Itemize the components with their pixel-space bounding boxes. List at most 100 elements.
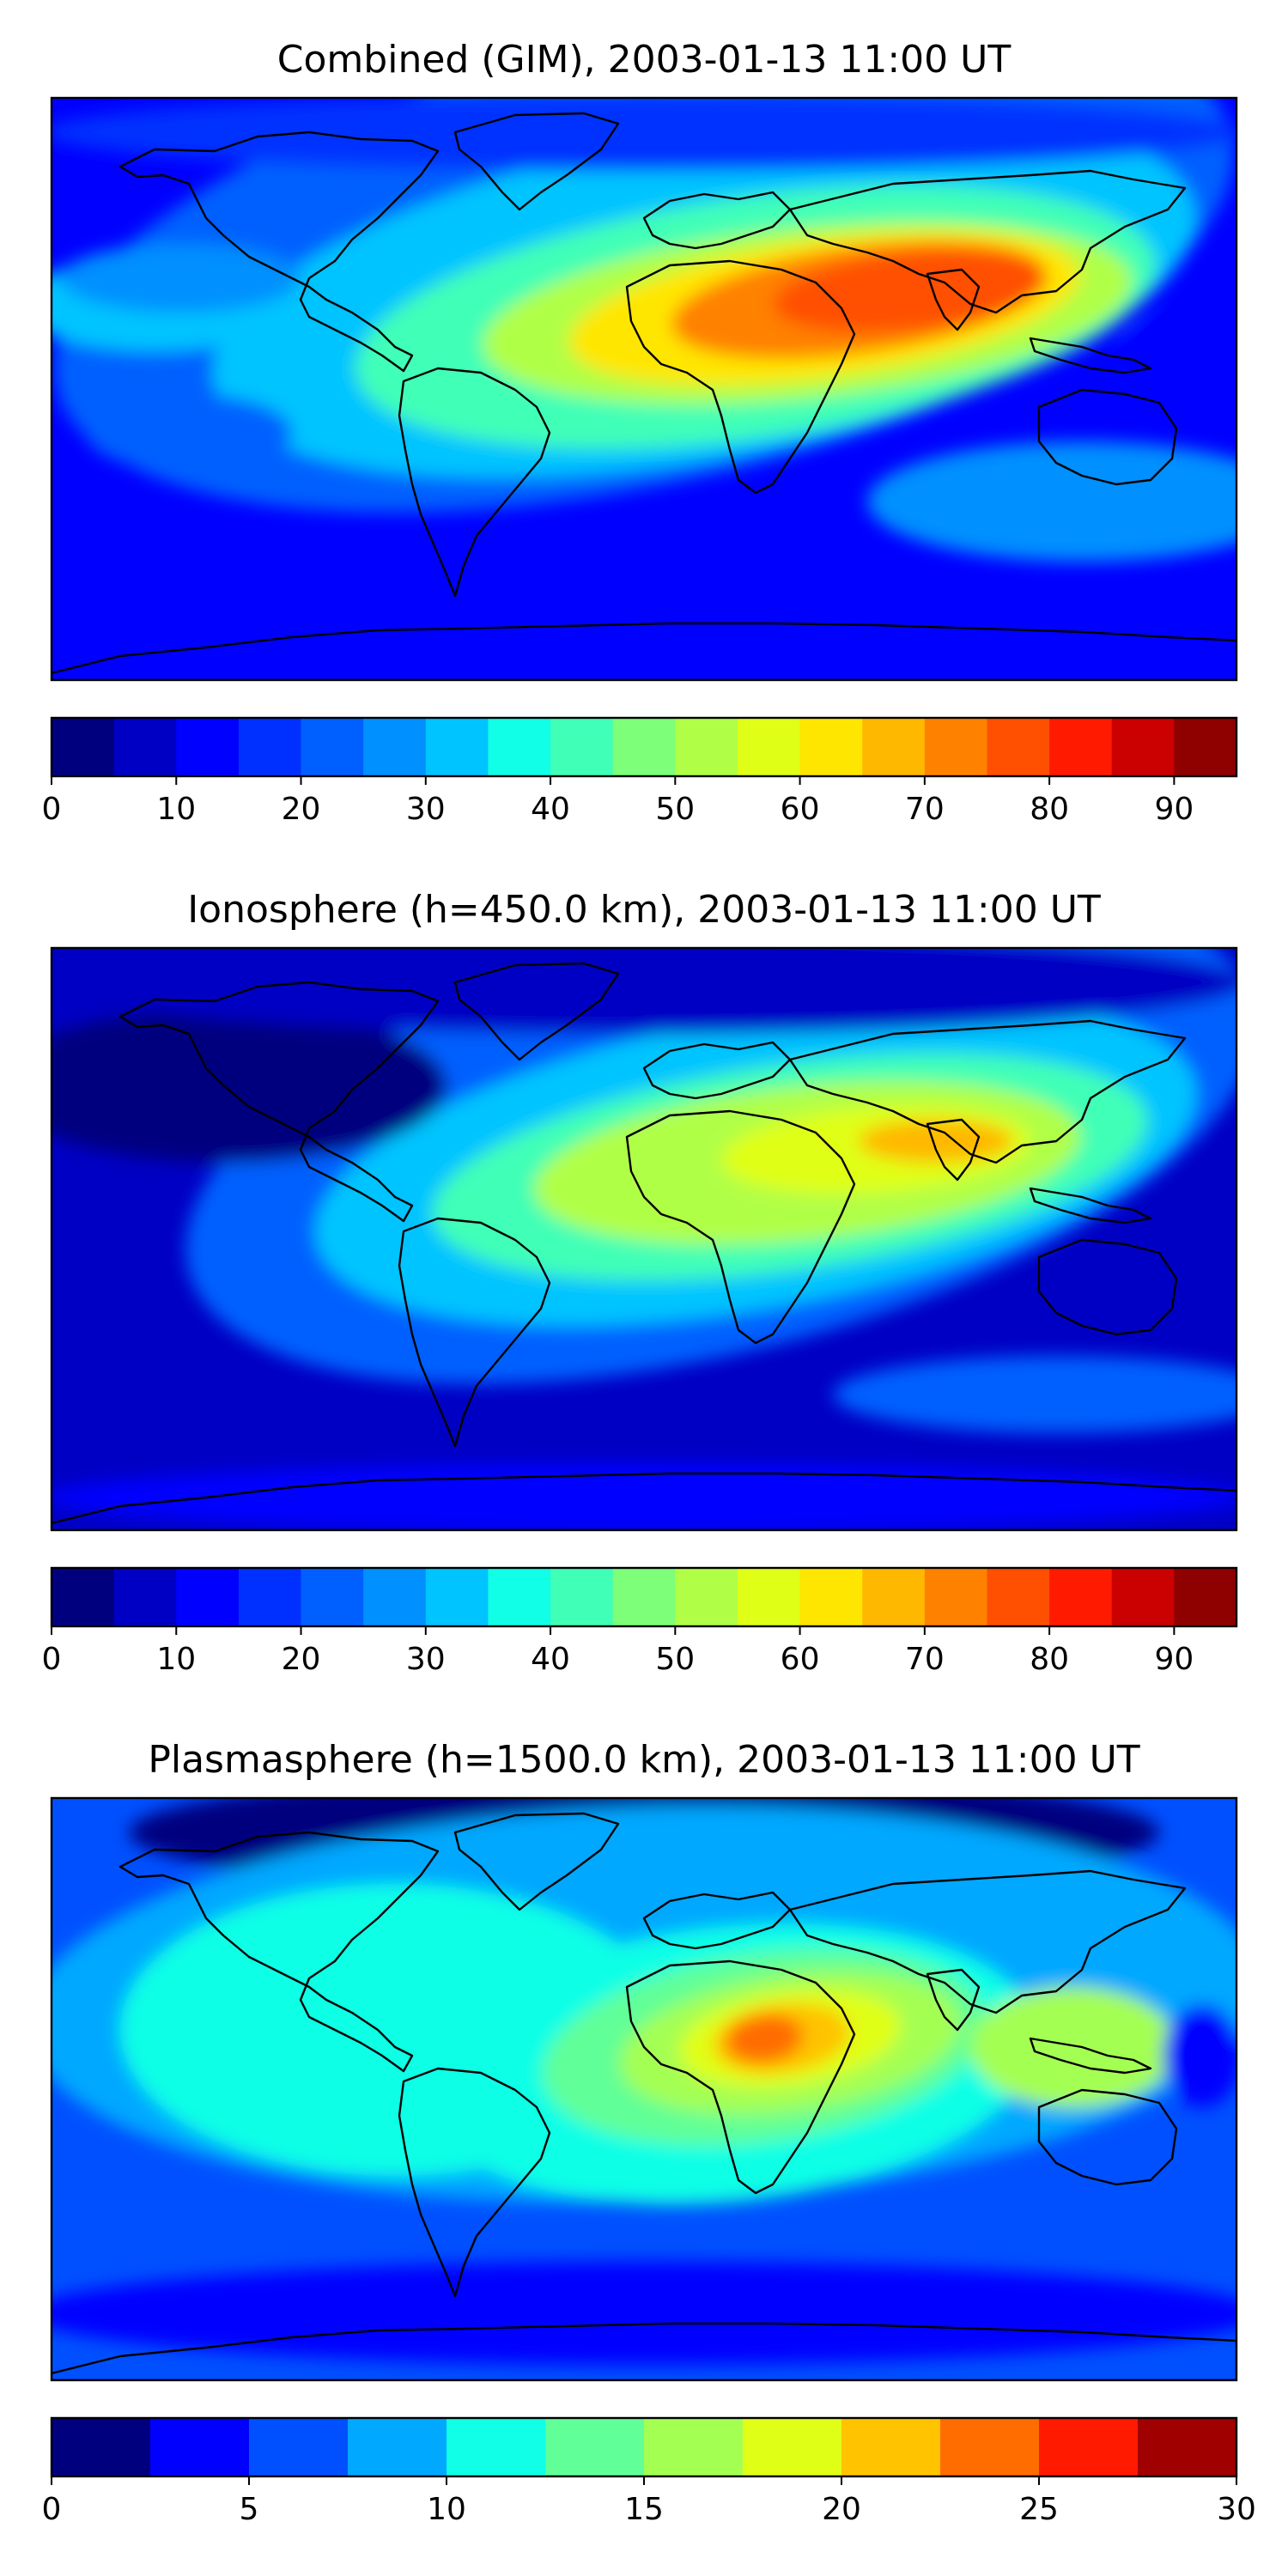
colorbar-segment [737, 1568, 801, 1626]
coastline-north-america [118, 131, 440, 373]
map-panel-1 [52, 98, 1236, 680]
panel-1-title: Combined (GIM), 2003-01-13 11:00 UT [276, 38, 1012, 82]
coastline-india [926, 268, 981, 331]
colorbar-tick-label: 30 [1217, 2492, 1256, 2527]
coastline-greenland [453, 112, 620, 211]
colorbar-segment [987, 718, 1050, 776]
colorbar-tick-label: 15 [624, 2492, 664, 2527]
colorbar-tick-label: 60 [781, 1642, 820, 1677]
colorbar-segment [301, 1568, 364, 1626]
colorbar-segment [113, 718, 177, 776]
colorbar-frame [50, 716, 1238, 778]
coastline-europe [642, 1041, 792, 1100]
colorbar-segment [348, 2418, 447, 2476]
coastline-north-america [118, 981, 440, 1223]
colorbar-segment [425, 718, 489, 776]
contour-region [867, 441, 1236, 562]
contour-region [52, 596, 1236, 665]
colorbar-tick-label: 0 [42, 792, 62, 827]
colorbar-segment [238, 1568, 302, 1626]
colorbar-segment [550, 718, 614, 776]
colorbar-segment [52, 2418, 151, 2476]
coastline-australia [1037, 2088, 1178, 2186]
coastline-europe [642, 191, 792, 250]
contour-region [859, 1120, 1013, 1163]
colorbar-segment [1049, 1568, 1113, 1626]
colorbar-segment [301, 718, 364, 776]
coastline-greenland [453, 962, 620, 1061]
colorbar-tick-label: 25 [1019, 2492, 1059, 2527]
coastline-india [926, 1968, 981, 2032]
colorbar-segment [841, 2418, 941, 2476]
coastline-indonesia [1029, 337, 1152, 374]
panel-2-title: Ionosphere (h=450.0 km), 2003-01-13 11:0… [187, 888, 1101, 932]
colorbar-segment [940, 2418, 1040, 2476]
coastline-africa [625, 1109, 856, 1345]
map-panel-2 [52, 948, 1236, 1530]
colorbar-segment [425, 1568, 489, 1626]
coastline-africa [625, 259, 856, 495]
contour-region [86, 394, 292, 471]
contour-region [52, 2262, 1236, 2365]
coastline-antarctica [52, 622, 1236, 680]
colorbar-segment [176, 1568, 240, 1626]
coastline-asia [788, 1869, 1187, 2014]
colorbar-tick-label: 90 [1154, 1642, 1194, 1677]
colorbar-segment [113, 1568, 177, 1626]
colorbar-segment [1138, 2418, 1237, 2476]
coastline-india [926, 1118, 981, 1182]
colorbar-segment [987, 1568, 1050, 1626]
colorbar-segment [743, 2418, 842, 2476]
contour-region [52, 1463, 1236, 1530]
contour-region [52, 98, 1236, 171]
coastline-indonesia [1029, 1187, 1152, 1224]
colorbar-3: 0 5 10 15 20 25 30 [42, 2416, 1256, 2527]
colorbar-2: 0 10 20 30 40 50 60 70 80 90 [42, 1566, 1238, 1677]
coastline-north-america [118, 1831, 440, 2073]
colorbar-tick-label: 80 [1030, 1642, 1069, 1677]
colorbar-segment [612, 1568, 676, 1626]
map-frame [50, 96, 1238, 682]
colorbar-segment [176, 718, 240, 776]
colorbar-tick-label: 20 [822, 2492, 861, 2527]
colorbar-1: 0 10 20 30 40 50 60 70 80 90 [42, 716, 1238, 827]
coastline-indonesia [1029, 2037, 1152, 2075]
colorbar-tick-label: 70 [905, 792, 945, 827]
coastline-europe [642, 1891, 792, 1950]
colorbar-segment [488, 718, 551, 776]
map-panel-3 [52, 1798, 1236, 2380]
colorbar-segment [799, 718, 863, 776]
colorbar-tick-label: 60 [781, 792, 820, 827]
colorbar-tick-label: 0 [42, 1642, 62, 1677]
colorbar-segment [675, 1568, 738, 1626]
contour-region [726, 2014, 803, 2063]
colorbar-tick-label: 10 [156, 1642, 196, 1677]
colorbar-tick-label: 40 [531, 1642, 570, 1677]
colorbar-tick-label: 10 [156, 792, 196, 827]
colorbar-segment [447, 2418, 546, 2476]
colorbar-segment [924, 718, 988, 776]
colorbar-tick-label: 0 [42, 2492, 62, 2527]
colorbar-segment [1049, 718, 1113, 776]
colorbar-segment [550, 1568, 614, 1626]
coastline-south-america [398, 1217, 551, 1448]
colorbar-segment [363, 1568, 427, 1626]
contour-region [52, 1008, 447, 1163]
colorbar-tick-label: 50 [655, 792, 695, 827]
colorbar-segment [150, 2418, 250, 2476]
contour-region [833, 1356, 1236, 1433]
coastline-antarctica [52, 1472, 1236, 1530]
colorbar-segment [1111, 718, 1175, 776]
colorbar-segment [612, 718, 676, 776]
contour-region [970, 1987, 1176, 2107]
colorbar-segment [862, 718, 926, 776]
contour-region [773, 250, 1048, 332]
coastline-south-america [398, 367, 551, 598]
colorbar-tick-label: 10 [427, 2492, 466, 2527]
contour-region [1125, 317, 1236, 394]
colorbar-tick-label: 40 [531, 792, 570, 827]
coastline-asia [788, 169, 1187, 314]
colorbar-tick-label: 50 [655, 1642, 695, 1677]
colorbar-segment [52, 718, 115, 776]
